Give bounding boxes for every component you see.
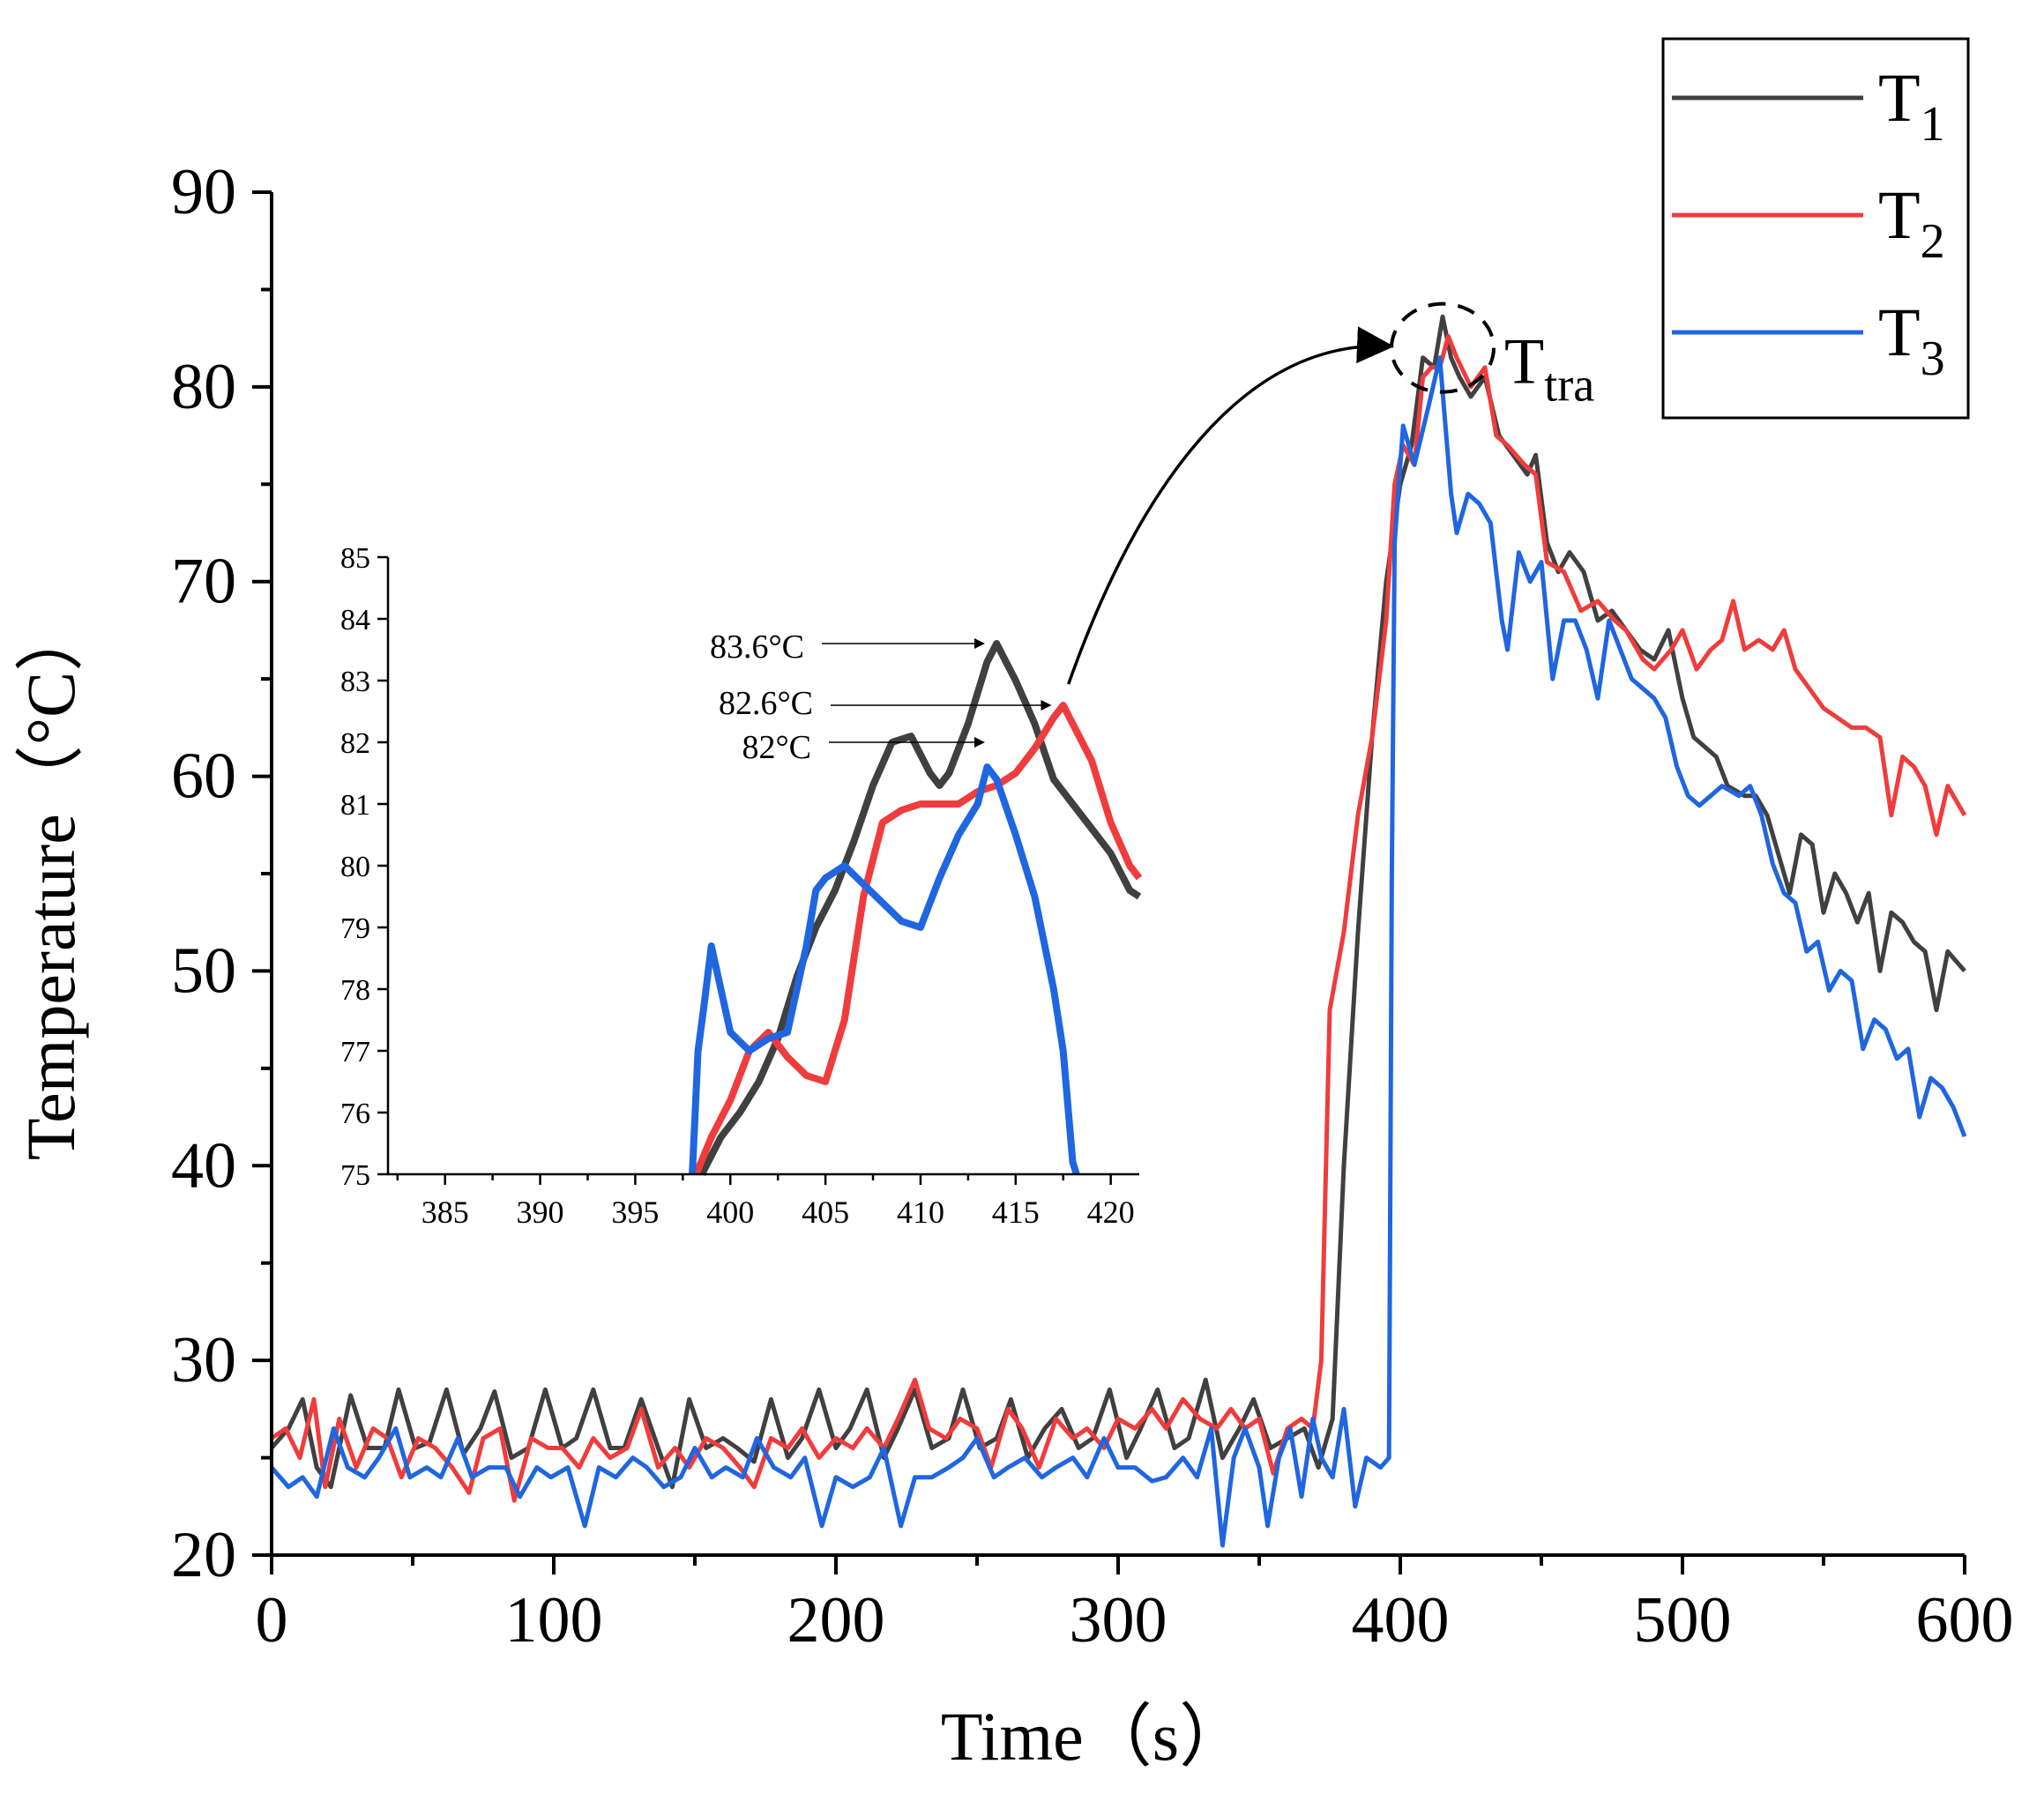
series-line-t3 — [270, 355, 1967, 1548]
inset-plot-series — [689, 640, 1143, 1176]
inset-y-tick-label: 80 — [340, 851, 370, 883]
x-tick-label: 300 — [1070, 1584, 1167, 1656]
peak-label: 83.6°C — [710, 629, 804, 666]
inset-series-line-t1 — [698, 640, 1142, 1176]
inset-y-tick-label: 76 — [340, 1098, 370, 1130]
legend-box — [1661, 37, 1970, 420]
y-tick-label: 30 — [171, 1324, 236, 1396]
inset-y-tick-label: 82 — [340, 727, 370, 760]
x-tick-label: 0 — [256, 1584, 288, 1656]
inset-x-tick-label: 385 — [421, 1195, 469, 1230]
y-tick-label: 80 — [171, 351, 236, 423]
ttra-subscript: tra — [1544, 359, 1594, 412]
inset-y-tick-label: 81 — [340, 789, 370, 822]
inset-x-tick-label: 405 — [802, 1195, 849, 1230]
inset-y-tick-label: 79 — [340, 912, 370, 945]
ttra-label: Ttra — [1504, 326, 1594, 412]
inset-x-tick-label: 400 — [706, 1195, 754, 1230]
y-tick-label: 20 — [171, 1519, 236, 1591]
y-axis-title: Temperature（°C） — [12, 603, 89, 1160]
inset-x-tick-label: 415 — [992, 1195, 1040, 1230]
peak-label: 82°C — [742, 729, 811, 766]
inset-y-tick-label: 78 — [340, 974, 370, 1007]
peak-label: 82.6°C — [719, 685, 813, 722]
inset-plot-axes: 385 390 395 400 405 410 415 420 75 76 77 78 79 80 81 82… — [340, 542, 1139, 1230]
series-line-t1 — [270, 314, 1966, 1490]
zoom-connector: Ttra — [1067, 301, 1594, 685]
x-tick-label: 200 — [787, 1584, 885, 1656]
y-tick-label: 90 — [171, 156, 236, 228]
y-tick-label: 70 — [171, 546, 236, 618]
y-tick-label: 60 — [171, 741, 236, 813]
x-tick-label: 100 — [505, 1584, 603, 1656]
inset-x-tick-label: 390 — [517, 1195, 564, 1230]
zoom-arrow — [1067, 326, 1394, 685]
series-line-t2 — [270, 333, 1967, 1503]
y-tick-label: 50 — [171, 934, 236, 1007]
inset-x-tick-label: 410 — [897, 1195, 944, 1230]
inset-peak-annotations: 83.6°C 82.6°C 82°C — [710, 629, 1052, 766]
legend-label-subscript: 2 — [1921, 214, 1945, 269]
x-tick-label: 600 — [1916, 1584, 2014, 1656]
inset-y-tick-label: 85 — [340, 542, 370, 575]
inset-x-tick-label: 420 — [1087, 1195, 1135, 1230]
main-plot-axes: 0 100 200 300 400 500 600 20 30 40 50 60 70 80 90 — [171, 156, 2014, 1656]
x-tick-label: 400 — [1352, 1584, 1450, 1656]
inset-series-line-t2 — [692, 702, 1143, 1176]
x-axis-title: Time（s） — [941, 1698, 1248, 1775]
peak-highlight-ellipse — [1390, 301, 1496, 394]
inset-y-tick-label: 84 — [340, 604, 370, 636]
inset-y-tick-label: 77 — [340, 1036, 370, 1068]
inset-y-tick-label: 75 — [340, 1159, 370, 1192]
legend-label-subscript: 1 — [1921, 97, 1945, 152]
y-tick-label: 40 — [171, 1129, 236, 1202]
inset-y-tick-label: 83 — [340, 666, 370, 698]
main-plot-series — [270, 314, 1967, 1548]
inset-x-tick-label: 395 — [611, 1195, 659, 1230]
inset-series-line-t3 — [689, 763, 1080, 1176]
x-tick-label: 500 — [1634, 1584, 1732, 1656]
legend-label-subscript: 3 — [1921, 331, 1945, 386]
